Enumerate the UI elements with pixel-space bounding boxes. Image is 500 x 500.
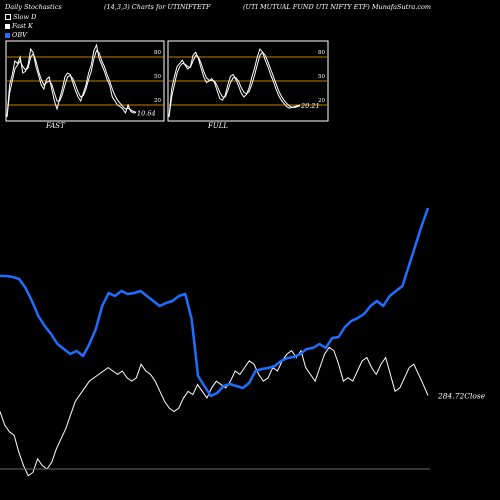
fast-tick-label-20: 20 [154, 98, 161, 104]
fast-tick-label-80: 80 [154, 50, 161, 56]
legend-fast-k: Fast K [5, 22, 33, 30]
full-tick-label-50: 50 [318, 74, 325, 80]
chart-title: Daily Stochastics [5, 3, 62, 11]
full-slow-d-line [168, 51, 301, 118]
legend-swatch-obv [5, 32, 10, 38]
chart-subtitle: (14,3,3) Charts for UTINIFTETF [104, 3, 211, 11]
fast-tick-label-50: 50 [154, 74, 161, 80]
full-fast-k-line [168, 47, 301, 118]
legend-obv: OBV [5, 31, 27, 39]
fast-slow-d-line [6, 49, 137, 118]
fast-last-value-label: 10.64 [137, 109, 156, 117]
obv-line [0, 207, 430, 398]
fast-panel-label: FAST [46, 122, 65, 130]
fast-fast-k-line [6, 43, 137, 118]
legend-swatch-fast-k [5, 23, 10, 29]
legend-label-obv: OBV [12, 31, 27, 39]
chart-source: (UTI MUTUAL FUND UTI NIFTY ETF) MunafaSu… [243, 3, 432, 11]
close-price-line [0, 346, 429, 477]
legend-label-fast-k: Fast K [12, 22, 33, 30]
legend-label-slow-d: Slow D [13, 13, 37, 21]
full-tick-label-20: 20 [318, 98, 325, 104]
full-tick-label-80: 80 [318, 50, 325, 56]
close-last-value-label: 284.72Close [437, 392, 486, 401]
full-panel-label: FULL [208, 122, 229, 130]
full-last-value-label: 20.21 [300, 102, 320, 110]
legend-slow-d: Slow D [5, 13, 36, 21]
legend-swatch-slow-d [5, 14, 11, 20]
